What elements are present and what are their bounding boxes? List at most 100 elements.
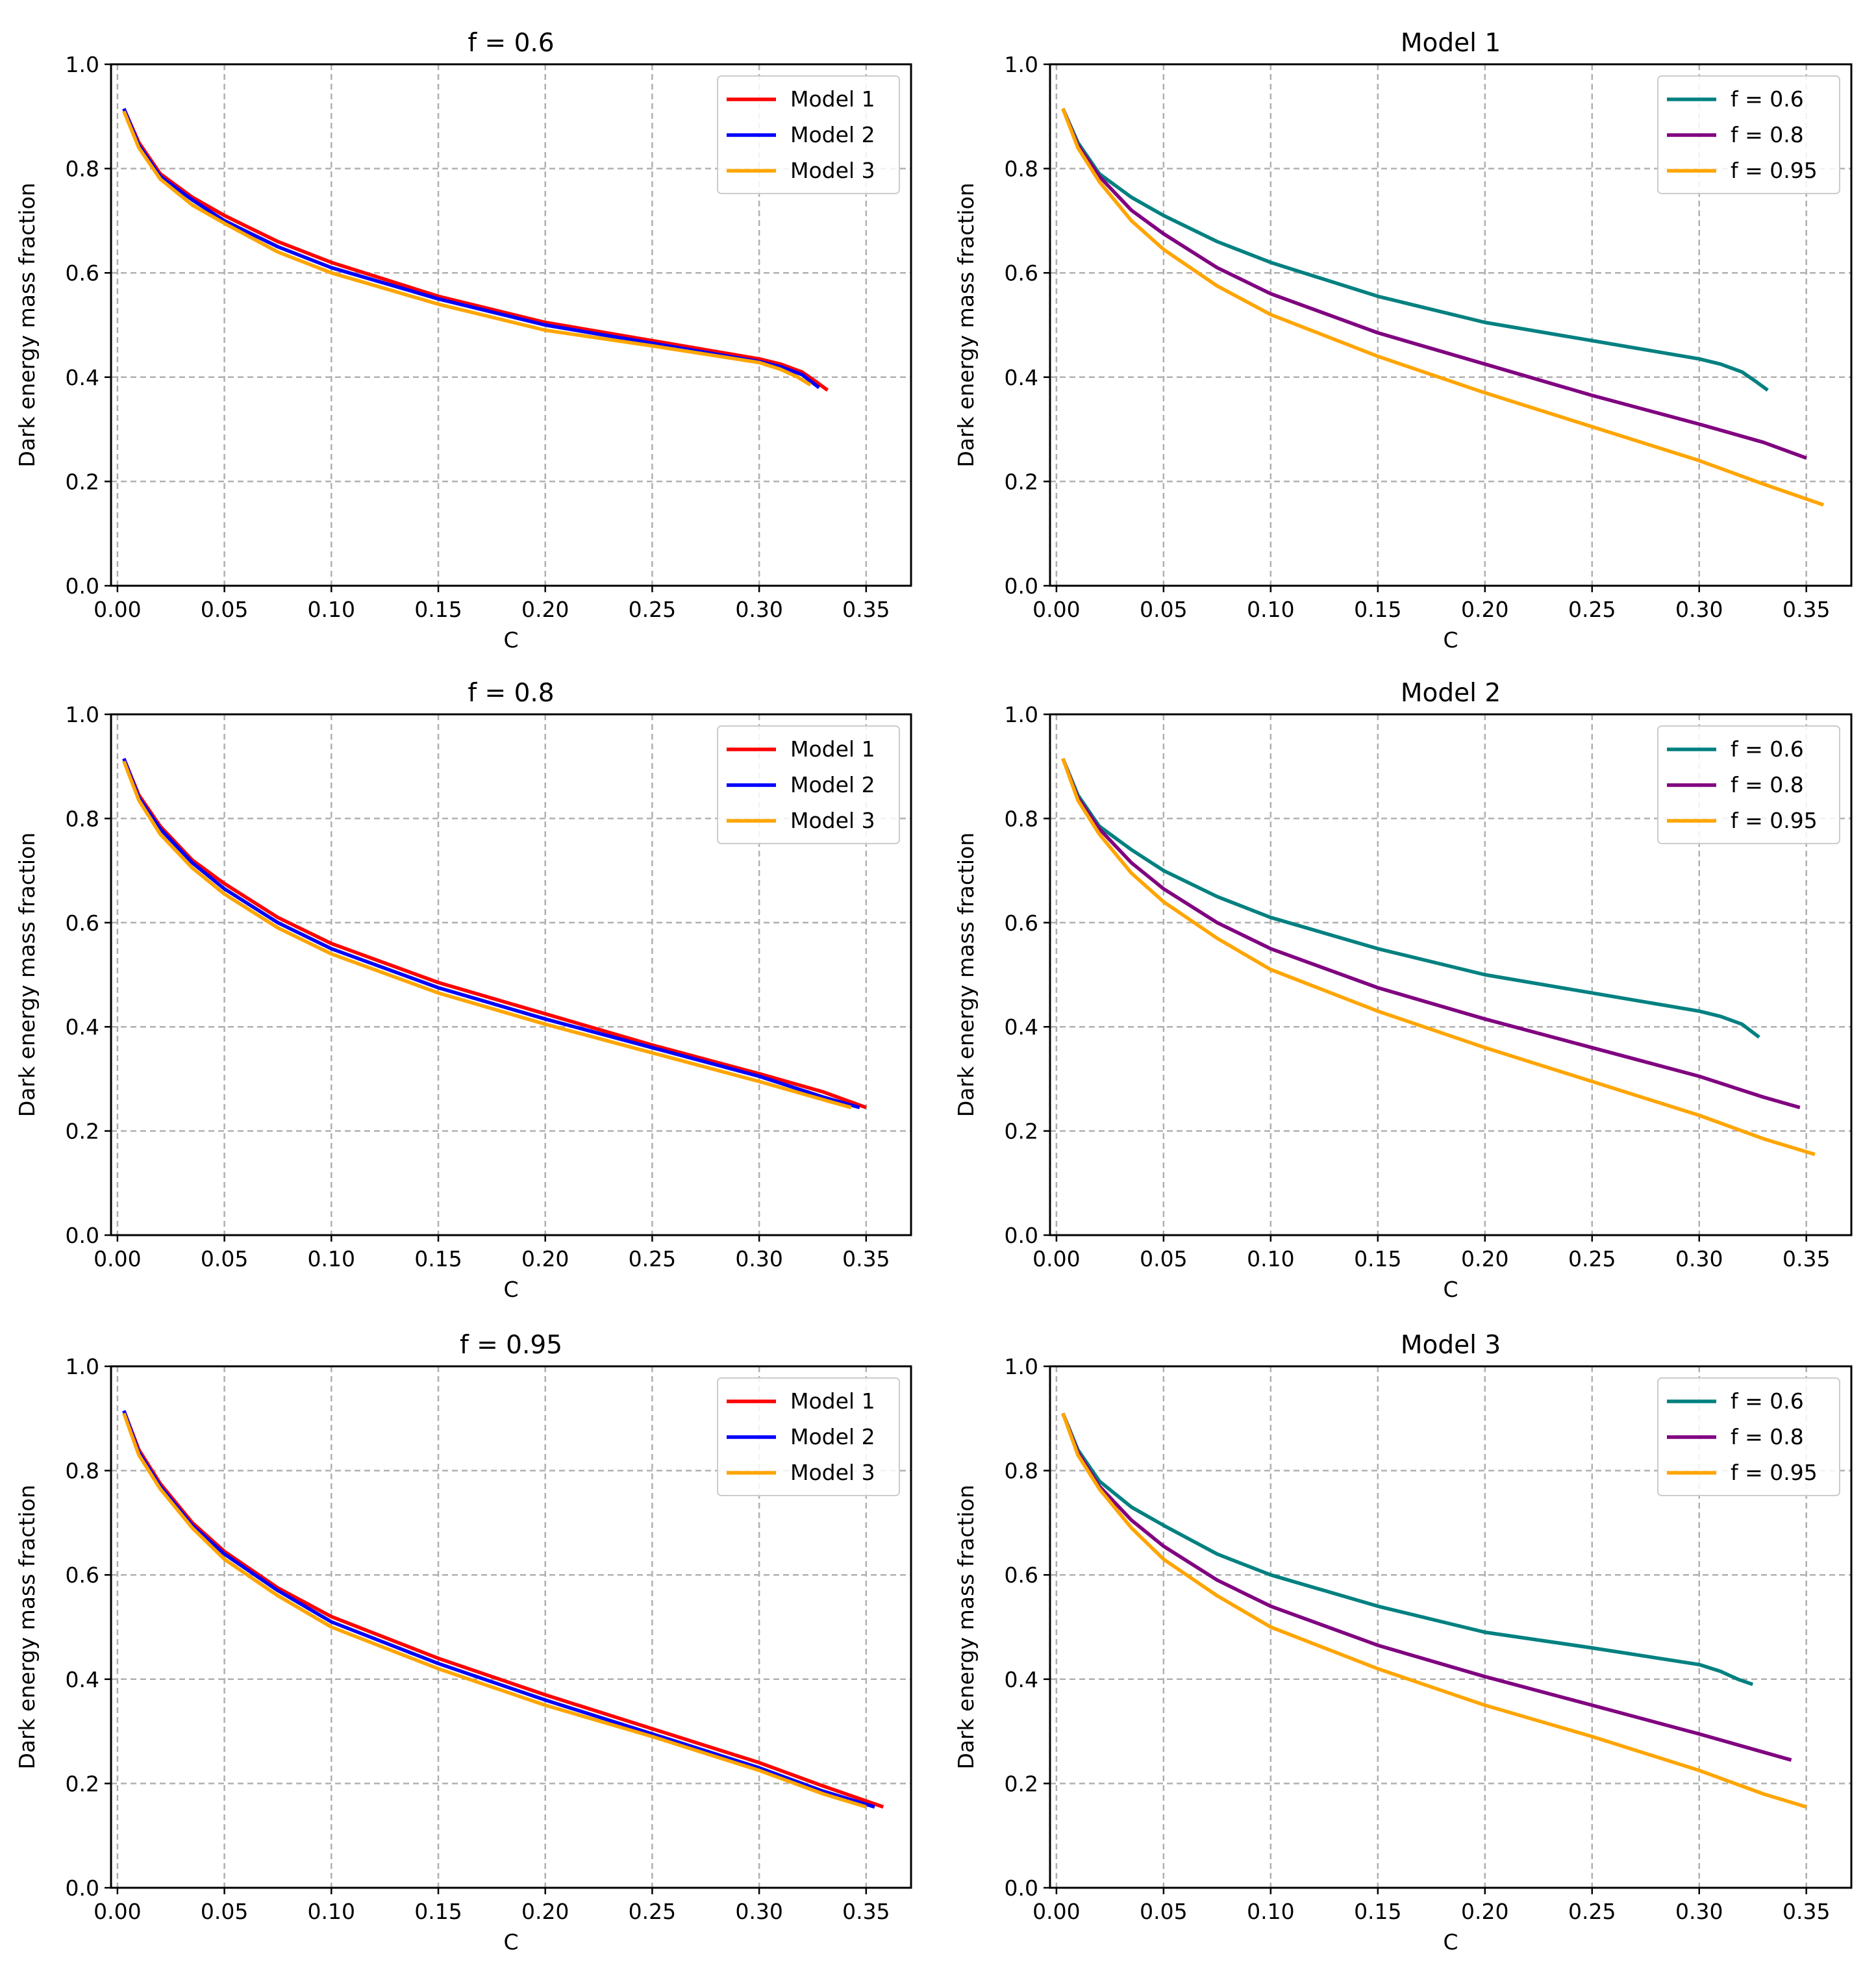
y-axis-label: Dark energy mass fraction	[953, 1485, 979, 1769]
chart-title: f = 0.8	[468, 679, 554, 708]
x-tick-label: 0.00	[1032, 597, 1080, 622]
series-line-f-0-6	[1061, 108, 1769, 392]
x-tick-label: 0.25	[1568, 1899, 1616, 1924]
y-tick-label: 0.4	[66, 1014, 99, 1040]
x-axis-label: C	[503, 1277, 518, 1302]
x-tick-label: 0.35	[842, 1246, 890, 1272]
subplot-6: 0.00 0.05 0.10 0.15 0.20 0.25 0.30 0.35 0.0 0.2 0.…	[953, 1331, 1853, 1955]
subplot-1: 0.00 0.05 0.10 0.15 0.20 0.25 0.30 0.35 0.0 0.2 0.…	[14, 29, 912, 653]
x-tick-label: 0.30	[735, 1899, 782, 1924]
y-axis-label: Dark energy mass fraction	[14, 833, 40, 1117]
x-tick-label: 0.10	[308, 597, 355, 622]
y-tick-label: 0.6	[66, 260, 99, 286]
y-tick-label: 0.6	[1005, 1562, 1038, 1588]
chart-title: Model 2	[1401, 679, 1501, 708]
y-tick-label: 0.0	[1005, 1223, 1038, 1248]
axes-frame	[110, 713, 912, 1236]
y-tick-label: 0.6	[1005, 910, 1038, 936]
x-tick-label: 0.35	[1782, 597, 1830, 622]
y-tick-label: 0.0	[66, 1223, 99, 1248]
series-line-f-0-8	[1061, 758, 1801, 1110]
x-axis-label: C	[1443, 1929, 1458, 1955]
x-axis-label: C	[1443, 627, 1458, 653]
subplot-5: 0.00 0.05 0.10 0.15 0.20 0.25 0.30 0.35 0.0 0.2 0.…	[14, 1331, 912, 1955]
series-line-f-0-6	[1061, 758, 1760, 1039]
y-tick-label: 0.2	[1005, 469, 1038, 494]
y-tick-label: 0.0	[1005, 1875, 1038, 1901]
x-tick-label: 0.00	[1032, 1899, 1080, 1924]
legend-box	[717, 75, 900, 194]
legend-label: Model 3	[790, 1460, 875, 1485]
legend-label: Model 3	[790, 158, 875, 183]
legend-label: Model 2	[790, 1424, 875, 1449]
y-tick-label: 0.0	[66, 573, 99, 599]
axes-frame	[110, 63, 912, 587]
chart-title: Model 3	[1401, 1331, 1501, 1360]
legend-label: Model 2	[790, 772, 875, 797]
x-tick-label: 0.25	[629, 1899, 676, 1924]
x-tick-label: 0.10	[308, 1246, 355, 1272]
legend-box	[1657, 75, 1840, 194]
x-tick-label: 0.20	[521, 1899, 569, 1924]
y-tick-label: 0.2	[1005, 1119, 1038, 1144]
y-tick-label: 0.6	[66, 1562, 99, 1588]
x-tick-label: 0.25	[1568, 597, 1616, 622]
x-tick-label: 0.05	[1140, 597, 1187, 622]
y-tick-label: 0.6	[66, 910, 99, 936]
y-axis-label: Dark energy mass fraction	[14, 1485, 40, 1769]
x-tick-label: 0.20	[1461, 1899, 1508, 1924]
x-tick-label: 0.05	[201, 1246, 248, 1272]
series-line-f-0-8	[1061, 108, 1807, 460]
x-tick-label: 0.25	[1568, 1246, 1616, 1272]
axes-frame	[1049, 713, 1853, 1236]
y-tick-label: 0.8	[66, 806, 99, 831]
series-line-f-0-6	[1061, 1412, 1754, 1686]
x-tick-label: 0.15	[1354, 1246, 1401, 1272]
y-tick-label: 1.0	[66, 702, 99, 727]
y-tick-label: 0.4	[1005, 365, 1038, 390]
x-tick-label: 0.05	[1140, 1899, 1187, 1924]
y-axis-label: Dark energy mass fraction	[953, 182, 979, 467]
y-tick-label: 0.4	[1005, 1014, 1038, 1040]
y-tick-label: 0.8	[66, 157, 99, 182]
y-tick-label: 0.4	[66, 1667, 99, 1692]
legend-label: f = 0.6	[1731, 86, 1804, 112]
chart-title: f = 0.95	[460, 1331, 562, 1360]
axes-frame	[1049, 63, 1853, 587]
axes-frame	[110, 1365, 912, 1889]
x-tick-label: 0.15	[414, 597, 462, 622]
series-line-model-2	[122, 758, 860, 1110]
x-tick-label: 0.30	[735, 597, 782, 622]
series-line-model-3	[122, 760, 852, 1110]
legend-label: f = 0.95	[1731, 808, 1818, 833]
legend-label: Model 1	[790, 736, 875, 762]
y-tick-label: 0.6	[1005, 260, 1038, 286]
x-tick-label: 0.25	[629, 1246, 676, 1272]
x-tick-label: 0.15	[414, 1899, 462, 1924]
y-tick-label: 1.0	[1005, 52, 1038, 77]
x-tick-label: 0.00	[94, 1246, 141, 1272]
chart-title: Model 1	[1401, 29, 1501, 58]
x-tick-label: 0.15	[1354, 597, 1401, 622]
x-tick-label: 0.30	[1675, 1899, 1723, 1924]
x-tick-label: 0.20	[521, 597, 569, 622]
x-tick-label: 0.20	[1461, 1246, 1508, 1272]
legend-box	[1657, 1377, 1840, 1496]
legend-box	[1657, 725, 1840, 844]
x-tick-label: 0.05	[201, 1899, 248, 1924]
legend-box	[717, 725, 900, 844]
subplot-3: 0.00 0.05 0.10 0.15 0.20 0.25 0.30 0.35 0.0 0.2 0.…	[14, 679, 912, 1302]
legend-label: f = 0.8	[1731, 772, 1804, 797]
y-tick-label: 0.8	[66, 1459, 99, 1484]
y-tick-label: 0.4	[66, 365, 99, 390]
legend-label: f = 0.8	[1731, 1424, 1804, 1449]
series-line-f-0-95	[1061, 758, 1816, 1157]
x-axis-label: C	[503, 627, 518, 653]
legend-label: Model 3	[790, 808, 875, 833]
legend-label: Model 2	[790, 122, 875, 147]
legend-label: f = 0.8	[1731, 122, 1804, 147]
legend-label: Model 1	[790, 86, 875, 112]
y-axis-label: Dark energy mass fraction	[14, 182, 40, 467]
y-tick-label: 0.8	[1005, 806, 1038, 831]
legend-box	[717, 1377, 900, 1496]
